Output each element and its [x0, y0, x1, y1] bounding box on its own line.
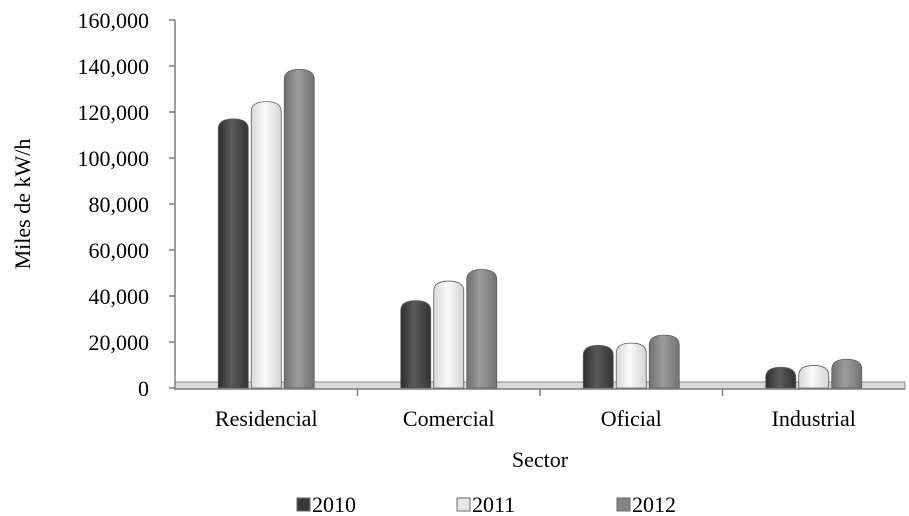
legend-swatch-2010: [296, 497, 311, 512]
bar-2011-comercial: [433, 280, 465, 389]
x-axis-title: Sector: [512, 447, 569, 472]
y-tick-label: 60,000: [89, 238, 150, 263]
y-tick-label: 140,000: [78, 54, 150, 79]
bar-2011-residencial: [250, 101, 282, 389]
x-category-label: Oficial: [601, 406, 662, 431]
y-tick-label: 120,000: [78, 100, 150, 125]
legend-label-2012: 2012: [632, 492, 676, 516]
legend: 2010 2011 2012: [296, 492, 676, 516]
bar-2010-residencial: [217, 118, 249, 389]
legend-label-2010: 2010: [312, 492, 356, 516]
y-tick-label: 100,000: [78, 146, 150, 171]
y-tick-label: 0: [138, 376, 149, 401]
y-axis-ticks: 0 20,000 40,000 60,000 80,000 100,000 120,000 1…: [78, 8, 175, 401]
bar-2012-residencial: [283, 69, 315, 389]
y-tick-label: 80,000: [89, 192, 150, 217]
x-axis-categories: Residencial Comercial Oficial Industrial: [215, 389, 856, 431]
bar-2011-industrial: [798, 365, 830, 389]
legend-swatch-2011: [456, 497, 471, 512]
bar-2010-industrial: [765, 366, 797, 389]
bar-2012-oficial: [648, 334, 680, 389]
y-tick-label: 40,000: [89, 284, 150, 309]
bar-2012-comercial: [466, 269, 498, 389]
bar-2010-comercial: [400, 300, 432, 389]
x-category-label: Industrial: [772, 406, 856, 431]
bars: [217, 69, 863, 389]
legend-swatch-2012: [616, 497, 631, 512]
legend-label-2011: 2011: [472, 492, 515, 516]
y-axis-title: Miles de kW/h: [10, 139, 35, 270]
bar-2012-industrial: [831, 358, 863, 389]
y-tick-label: 160,000: [78, 8, 150, 33]
y-tick-label: 20,000: [89, 330, 150, 355]
x-category-label: Comercial: [403, 406, 495, 431]
x-category-label: Residencial: [215, 406, 318, 431]
bar-2010-oficial: [582, 345, 614, 389]
bar-2011-oficial: [615, 342, 647, 389]
